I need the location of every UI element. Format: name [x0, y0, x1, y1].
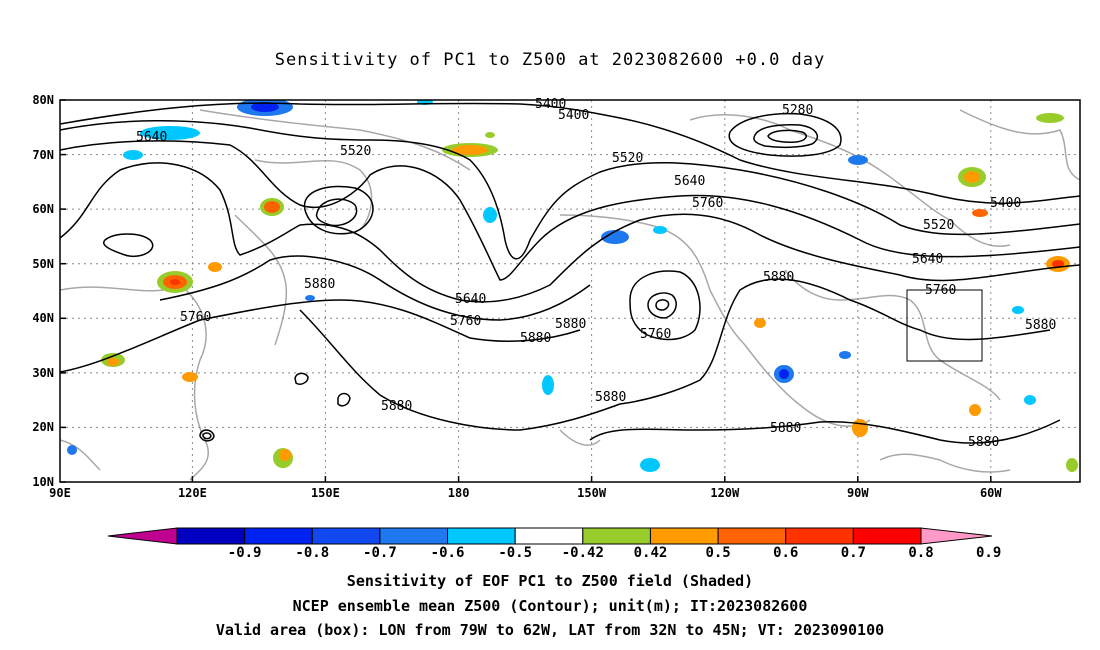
contour-label: 5880	[763, 270, 794, 285]
contour-label: 5880	[770, 421, 801, 436]
contour-label: 5520	[340, 144, 371, 159]
colorbar-tick-label: -0.5	[498, 545, 532, 561]
contour-label: 5520	[923, 218, 954, 233]
lon-label: 90E	[49, 486, 71, 500]
contour-label: 5880	[968, 435, 999, 450]
contour-label: 5280	[782, 103, 813, 118]
contour-label: 5880	[304, 277, 335, 292]
lon-label: 120W	[710, 486, 740, 500]
colorbar-tick-label: -0.6	[431, 545, 465, 561]
caption-line-1: Sensitivity of EOF PC1 to Z500 field (Sh…	[346, 572, 754, 590]
colorbar-swatch	[514, 527, 584, 545]
axis-ticks	[60, 99, 992, 483]
colorbar-swatch	[311, 527, 381, 545]
colorbar-swatch	[582, 527, 651, 545]
lon-label: 120E	[178, 486, 207, 500]
lon-label: 90W	[847, 486, 869, 500]
colorbar-tick-label: 0.9	[976, 545, 1001, 561]
lon-label: 180	[448, 486, 470, 500]
contour-label: 5880	[595, 390, 626, 405]
colorbar-right-arrow	[920, 527, 993, 545]
contour-label: 5760	[640, 327, 671, 342]
colorbar-swatch	[717, 527, 787, 545]
colorbar-left-arrow	[107, 527, 178, 545]
lat-label: 70N	[32, 148, 54, 162]
contour-label: 5880	[555, 317, 586, 332]
lat-label: 80N	[32, 93, 54, 107]
contour-label: 5880	[381, 399, 412, 414]
latitude-labels: 80N 70N 60N 50N 40N 30N 20N 10N	[32, 93, 54, 489]
colorbar-tick-label: -0.7	[363, 545, 397, 561]
colorbar-swatch	[244, 527, 313, 545]
colorbar-swatch	[785, 527, 854, 545]
lon-label: 150E	[311, 486, 340, 500]
colorbar-tick-label: -0.42	[562, 545, 604, 561]
colorbar: -0.9 -0.8 -0.7 -0.6 -0.5 -0.42 0.42 0.5 0.6 0.7 0.…	[107, 527, 1001, 561]
caption-line-2: NCEP ensemble mean Z500 (Contour); unit(…	[292, 597, 808, 615]
colorbar-tick-label: 0.42	[634, 545, 668, 561]
lat-label: 40N	[32, 311, 54, 325]
lat-label: 20N	[32, 420, 54, 434]
chart-title: Sensitivity of PC1 to Z500 at 2023082600…	[274, 50, 826, 70]
z500-contours	[60, 102, 1080, 444]
lat-label: 50N	[32, 257, 54, 271]
colorbar-tick-label: -0.8	[295, 545, 329, 561]
contour-label: 5400	[558, 108, 589, 123]
colorbar-swatch	[852, 527, 922, 545]
colorbar-swatch	[649, 527, 719, 545]
contour-label: 5760	[450, 314, 481, 329]
lon-label: 150W	[577, 486, 607, 500]
contour-label: 5640	[136, 130, 167, 145]
longitude-labels: 90E 120E 150E 180 150W 120W 90W 60W	[49, 486, 1002, 500]
colorbar-tick-label: 0.6	[773, 545, 798, 561]
caption-line-3: Valid area (box): LON from 79W to 62W, L…	[215, 621, 885, 639]
lon-label: 60W	[980, 486, 1002, 500]
colorbar-tick-label: 0.5	[705, 545, 730, 561]
colorbar-tick-label: -0.9	[228, 545, 262, 561]
colorbar-swatch	[379, 527, 449, 545]
contour-label: 5760	[692, 196, 723, 211]
colorbar-tick-label: 0.7	[841, 545, 866, 561]
contour-label: 5640	[455, 292, 486, 307]
contour-labels: 5400 5400 5280 5640 5520 5520 5640 5760 …	[136, 97, 1056, 450]
map-frame	[60, 100, 1080, 482]
contour-label: 5880	[1025, 318, 1056, 333]
colorbar-swatch	[176, 527, 246, 545]
graticule	[60, 100, 1080, 482]
contour-label: 5880	[520, 331, 551, 346]
contour-label: 5520	[612, 151, 643, 166]
colorbar-tick-label: 0.8	[908, 545, 933, 561]
colorbar-swatch	[447, 527, 516, 545]
contour-label: 5760	[180, 310, 211, 325]
lat-label: 60N	[32, 202, 54, 216]
valid-area-box	[906, 289, 983, 362]
lat-label: 10N	[32, 475, 54, 489]
lat-label: 30N	[32, 366, 54, 380]
contour-label: 5760	[925, 283, 956, 298]
contour-label: 5640	[674, 174, 705, 189]
contour-label: 5640	[912, 252, 943, 267]
contour-label: 5400	[990, 196, 1021, 211]
